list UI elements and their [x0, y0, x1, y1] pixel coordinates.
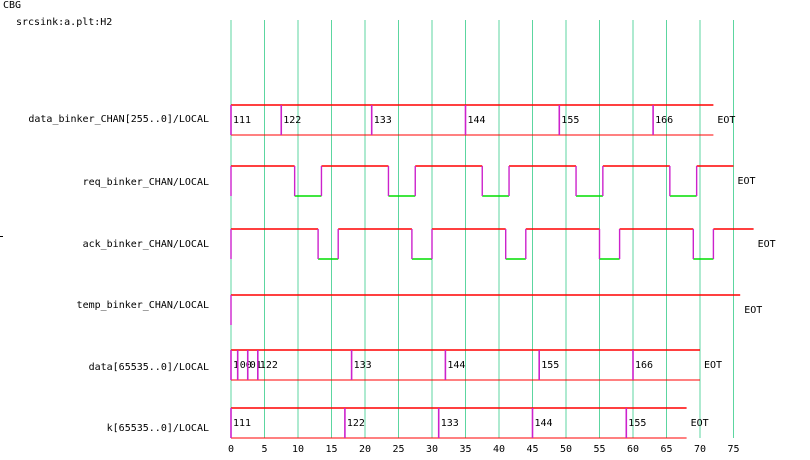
signal-4-bus-value: 144: [447, 360, 465, 371]
signal-0-bus-value: 111: [233, 115, 251, 126]
signal-0-bus-value: 166: [655, 115, 673, 126]
signal-label-data[interactable]: data[65535..0]/LOCAL: [88, 362, 209, 373]
axis-tick-label-35: 35: [459, 444, 471, 455]
axis-tick-label-15: 15: [325, 444, 337, 455]
axis-tick-label-0: 0: [228, 444, 234, 455]
signal-3-eot-label: EOT: [744, 305, 762, 316]
axis-tick-label-50: 50: [560, 444, 572, 455]
axis-tick-label-5: 5: [261, 444, 267, 455]
signal-5-bus-value: 144: [535, 418, 553, 429]
axis-tick-label-65: 65: [660, 444, 672, 455]
signal-4-bus-value: 155: [541, 360, 559, 371]
axis-tick-label-10: 10: [292, 444, 304, 455]
signal-4-bus-value: 166: [635, 360, 653, 371]
axis-tick-label-60: 60: [627, 444, 639, 455]
axis-tick-label-70: 70: [694, 444, 706, 455]
signal-0-bus-value: 155: [561, 115, 579, 126]
signal-4-bus-value: 01: [250, 360, 262, 371]
signal-5-bus-value: 111: [233, 418, 251, 429]
axis-tick-label-45: 45: [526, 444, 538, 455]
signal-1-eot-label: EOT: [738, 176, 756, 187]
signal-label-temp-binker[interactable]: temp_binker_CHAN/LOCAL: [76, 300, 209, 311]
cursor-marker: [0, 236, 3, 237]
signal-label-data-binker[interactable]: data_binker_CHAN[255..0]/LOCAL: [28, 114, 209, 125]
signal-5-bus-value: 122: [347, 418, 365, 429]
signal-label-k[interactable]: k[65535..0]/LOCAL: [106, 423, 209, 434]
axis-tick-label-75: 75: [727, 444, 739, 455]
signal-5-bus-value: 155: [628, 418, 646, 429]
axis-tick-label-25: 25: [392, 444, 404, 455]
signal-4-bus-value: 133: [354, 360, 372, 371]
axis-tick-label-55: 55: [593, 444, 605, 455]
signal-5-bus-value: 133: [441, 418, 459, 429]
signal-0-bus-value: 122: [283, 115, 301, 126]
signal-0-bus-value: 144: [468, 115, 486, 126]
signal-4-bus-value: 122: [260, 360, 278, 371]
signal-4-bus-value: 1: [233, 360, 239, 371]
axis-tick-label-40: 40: [493, 444, 505, 455]
axis-tick-label-20: 20: [359, 444, 371, 455]
signal-label-req-binker[interactable]: req_binker_CHAN/LOCAL: [82, 177, 209, 188]
signal-4-eot-label: EOT: [704, 360, 722, 371]
source-file-label: srcsink:a.plt:H2: [16, 17, 113, 28]
signal-4-bus-value: 00: [240, 360, 252, 371]
axis-tick-label-30: 30: [426, 444, 438, 455]
signal-label-ack-binker[interactable]: ack_binker_CHAN/LOCAL: [82, 239, 209, 250]
signal-5-eot-label: EOT: [691, 418, 709, 429]
window-title: CBG: [3, 0, 22, 11]
signal-0-eot-label: EOT: [717, 115, 735, 126]
signal-0-bus-value: 133: [374, 115, 392, 126]
signal-2-eot-label: EOT: [758, 239, 776, 250]
